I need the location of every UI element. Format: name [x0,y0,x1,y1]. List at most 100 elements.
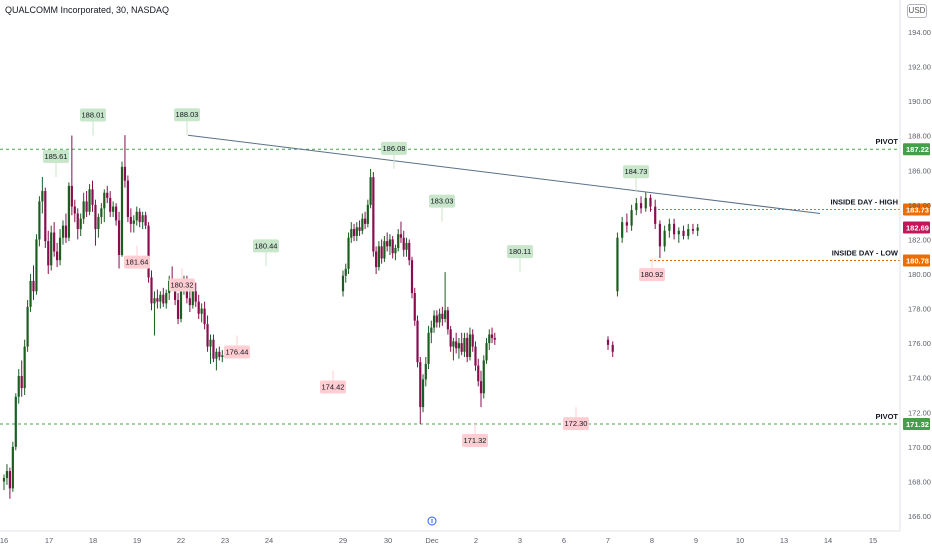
candle-body [215,351,218,359]
candle-body [677,230,680,235]
candle-body [53,232,56,252]
candle-body [38,201,41,240]
candle-body [399,234,403,238]
swing-low-tag [462,434,488,448]
candle-body [47,241,50,266]
candle-body [493,337,496,340]
x-tick-label: 18 [89,536,97,545]
y-tick-label: 192.00 [908,63,931,72]
x-tick-label: 30 [384,536,392,545]
level-name: PIVOT [875,412,898,421]
currency-badge[interactable]: USD [907,4,927,18]
candle-body [366,204,369,224]
x-tick-label: 13 [780,536,788,545]
candle-body [421,379,425,408]
candle-body [32,280,35,292]
candle-body [44,191,47,242]
candle-body [159,294,162,302]
candle-body [162,294,165,304]
swing-high-tag [623,165,649,179]
candle-body [209,339,212,347]
candle-body [444,310,447,319]
candle-body [85,201,88,212]
candle-body [355,227,358,236]
candle-body [135,211,138,221]
swing-high-tag [381,141,407,155]
candle-body [194,291,197,302]
candle-body [14,396,17,447]
swing-low-label: 174.42 [322,382,345,391]
candle-body [682,230,685,236]
y-tick-label: 168.00 [908,477,931,486]
candle-body [482,360,485,394]
y-tick-label: 174.00 [908,374,931,383]
candle-body [221,355,224,357]
resistance-trendline [187,134,821,214]
candle-body [361,218,364,231]
level-price-label: 183.73 [906,206,929,215]
candle-body [663,230,666,247]
candle-body [126,180,129,217]
swing-tag-layer: 185.61 188.01 188.03 180.44 186.08 183.03 180.… [43,108,665,448]
level-name: INSIDE DAY - LOW [832,249,899,258]
y-tick-label: 190.00 [908,97,931,106]
swing-high-label: 186.08 [383,144,406,153]
swing-high-tag [80,108,106,122]
x-tick-label: 15 [869,536,877,545]
candle-body [616,237,619,292]
candle-body [123,166,127,181]
y-tick-label: 176.00 [908,339,931,348]
y-tick-label: 178.00 [908,305,931,314]
candle-body [100,208,103,217]
candle-body [463,337,466,352]
candle-body [375,251,378,268]
candle-body [380,246,383,259]
swing-high-label: 184.73 [625,167,648,176]
candle-body [138,211,141,223]
swing-high-label: 180.11 [509,247,531,256]
candle-body [67,185,70,238]
candle-body [88,189,91,212]
candle-body [17,375,20,397]
candle-body [691,229,695,231]
candle-body [477,365,480,382]
candle-body [687,229,690,236]
candle-body [129,216,132,224]
candle-body [218,351,221,357]
x-tick-label: 9 [694,536,698,545]
candle-body [103,192,106,209]
y-tick-label: 186.00 [908,166,931,175]
swing-low-label: 176.44 [226,348,249,357]
candle-body [644,197,647,209]
candle-body [363,218,367,224]
candle-body [611,344,614,352]
y-tick-label: 182.00 [908,235,931,244]
candle-body [106,192,109,198]
swing-low-label: 180.92 [641,270,664,279]
candle-body [432,315,436,328]
candle-body [350,229,353,238]
candle-body [132,220,135,224]
candle-body [153,298,156,304]
candle-body [438,313,441,323]
candle-body [649,197,652,207]
candle-body [188,298,191,306]
candle-body [639,203,643,209]
candle-body [397,234,400,249]
candle-body [460,343,463,352]
candle-body [5,471,9,478]
swing-low-tag [639,268,665,282]
candle-body [488,334,491,344]
candle-body [386,241,389,247]
candle-body [435,315,438,323]
candle-body [347,237,350,269]
x-tick-label: 2 [474,536,478,545]
candle-body [352,229,356,236]
candle-body [621,222,624,238]
candle-body [174,286,177,300]
candle-body [203,308,206,325]
candle-body [56,251,59,261]
candle-body [672,223,676,235]
candle-body [654,206,657,224]
